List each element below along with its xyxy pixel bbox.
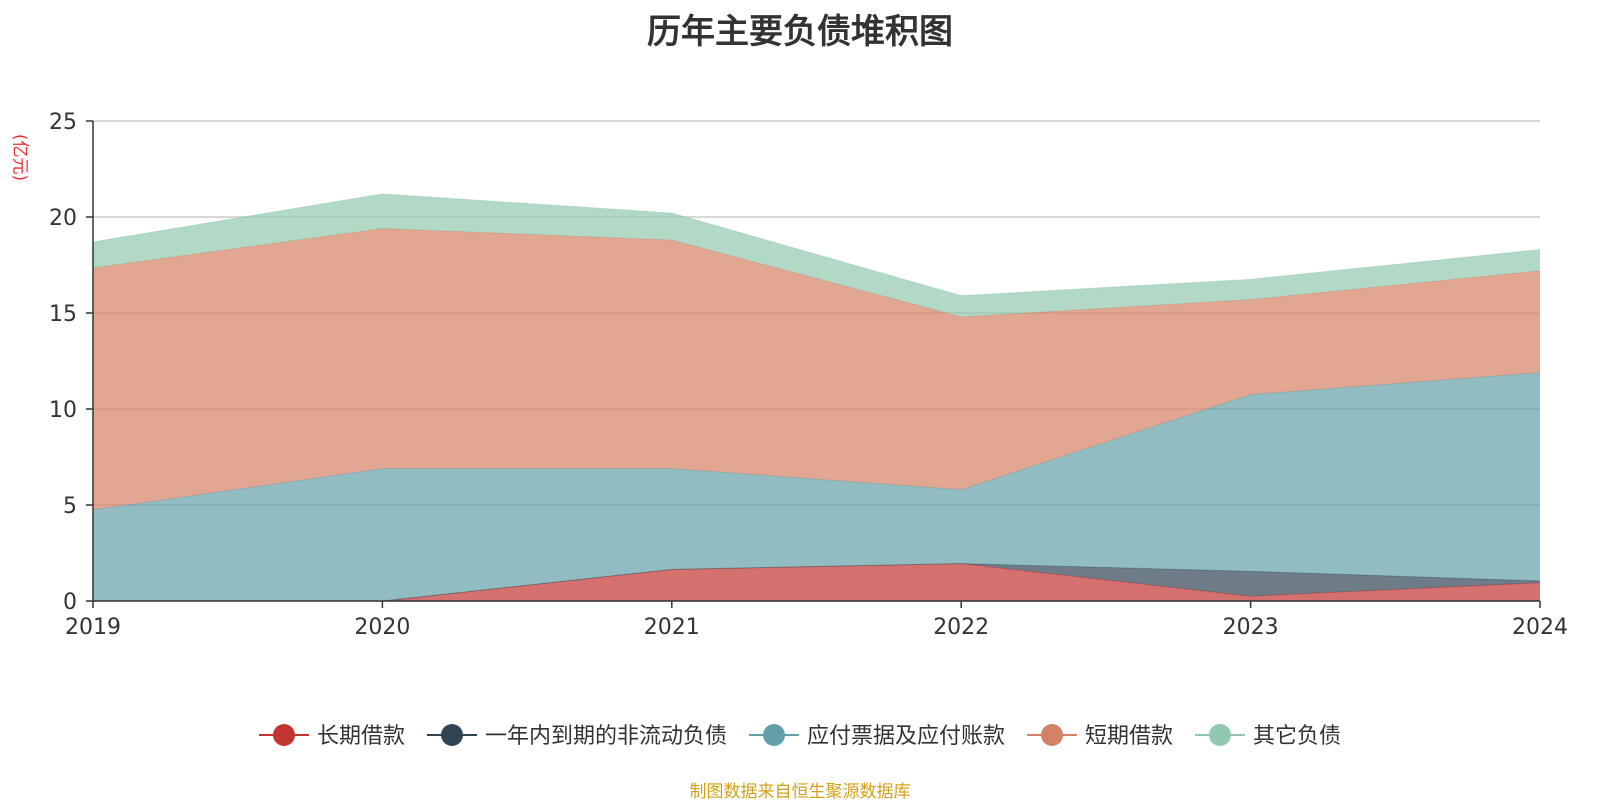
area-series-短期借款 — [93, 228, 1540, 510]
legend-label: 其它负债 — [1253, 724, 1341, 749]
area-edge-其它负债 — [92, 193, 1541, 297]
legend-item-短期借款[interactable]: 短期借款 — [1027, 724, 1173, 749]
legend-label: 一年内到期的非流动负债 — [485, 724, 727, 749]
x-tick-label: 2020 — [354, 615, 410, 640]
legend-label: 应付票据及应付账款 — [807, 724, 1005, 749]
area-series-其它负债 — [93, 193, 1540, 317]
legend[interactable]: 长期借款 一年内到期的非流动负债 应付票据及应付账款 短期借款 其它负债 — [259, 724, 1341, 749]
legend-marker — [273, 724, 295, 746]
chart-title: 历年主要负债堆积图 — [647, 12, 953, 52]
legend-marker — [1041, 724, 1063, 746]
area-series — [92, 193, 1541, 602]
area-series-应付票据及应付账款 — [93, 372, 1540, 601]
legend-label: 短期借款 — [1085, 724, 1173, 749]
x-tick-label: 2019 — [65, 615, 121, 640]
x-tick-label: 2022 — [933, 615, 989, 640]
data-source-note: 制图数据来自恒生聚源数据库 — [689, 782, 911, 802]
x-tick-label: 2023 — [1223, 615, 1279, 640]
x-tick-label: 2024 — [1512, 615, 1568, 640]
legend-item-一年内到期的非流动负债[interactable]: 一年内到期的非流动负债 — [427, 724, 727, 749]
legend-marker — [1209, 724, 1231, 746]
legend-item-应付票据及应付账款[interactable]: 应付票据及应付账款 — [749, 724, 1005, 749]
legend-label: 长期借款 — [317, 724, 405, 749]
x-tick-label: 2021 — [644, 615, 700, 640]
y-tick-label: 15 — [49, 302, 77, 327]
y-tick-label: 5 — [63, 494, 77, 519]
legend-item-其它负债[interactable]: 其它负债 — [1195, 724, 1341, 749]
axes: 0 5 10 15 20 25 2019 2020 2021 2022 2023 2024 — [49, 110, 1568, 640]
y-tick-label: 0 — [63, 590, 77, 615]
legend-marker — [441, 724, 463, 746]
legend-item-长期借款[interactable]: 长期借款 — [259, 724, 405, 749]
y-tick-label: 10 — [49, 398, 77, 423]
area-series-长期借款 — [93, 563, 1540, 601]
area-series-一年内到期的非流动负债 — [93, 563, 1540, 601]
y-tick-label: 25 — [49, 110, 77, 135]
y-tick-label: 20 — [49, 206, 77, 231]
legend-marker — [763, 724, 785, 746]
